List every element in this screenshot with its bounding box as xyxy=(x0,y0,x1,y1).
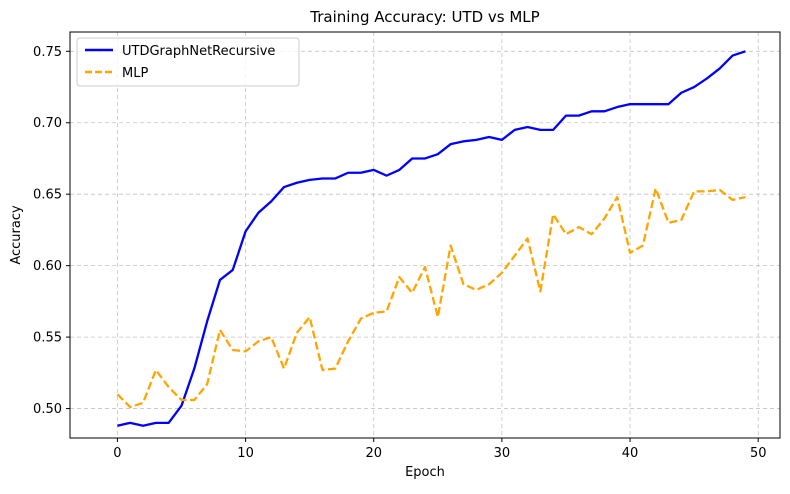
legend: UTDGraphNetRecursive MLP xyxy=(76,37,300,87)
legend-label-utdgraphnetrecursive: UTDGraphNetRecursive xyxy=(122,44,275,59)
grid-layer xyxy=(70,32,780,438)
y-tick-label: 0.55 xyxy=(33,331,62,346)
chart-title: Training Accuracy: UTD vs MLP xyxy=(309,8,539,26)
y-tick-label: 0.50 xyxy=(33,402,62,417)
y-axis-label: Accuracy xyxy=(9,205,24,265)
x-tick-label: 10 xyxy=(237,446,254,461)
x-axis-ticks: 0 10 20 30 40 50 xyxy=(113,438,766,461)
y-tick-label: 0.75 xyxy=(33,45,62,60)
plot-frame xyxy=(69,31,781,439)
y-tick-label: 0.70 xyxy=(33,116,62,131)
y-tick-label: 0.65 xyxy=(33,188,62,203)
x-tick-label: 20 xyxy=(365,446,382,461)
x-tick-label: 50 xyxy=(750,446,767,461)
series-line-utdgraphnetrecursive xyxy=(117,50,746,427)
y-tick-label: 0.60 xyxy=(33,259,62,274)
x-tick-label: 40 xyxy=(622,446,639,461)
x-tick-label: 30 xyxy=(494,446,511,461)
y-axis-ticks: 0.50 0.55 0.60 0.65 0.70 0.75 xyxy=(33,45,70,417)
series-line-mlp xyxy=(116,187,746,409)
legend-box xyxy=(76,37,300,87)
legend-label-mlp: MLP xyxy=(122,66,148,81)
series-layer xyxy=(116,50,746,427)
x-tick-label: 0 xyxy=(113,446,121,461)
x-axis-label: Epoch xyxy=(405,465,445,480)
